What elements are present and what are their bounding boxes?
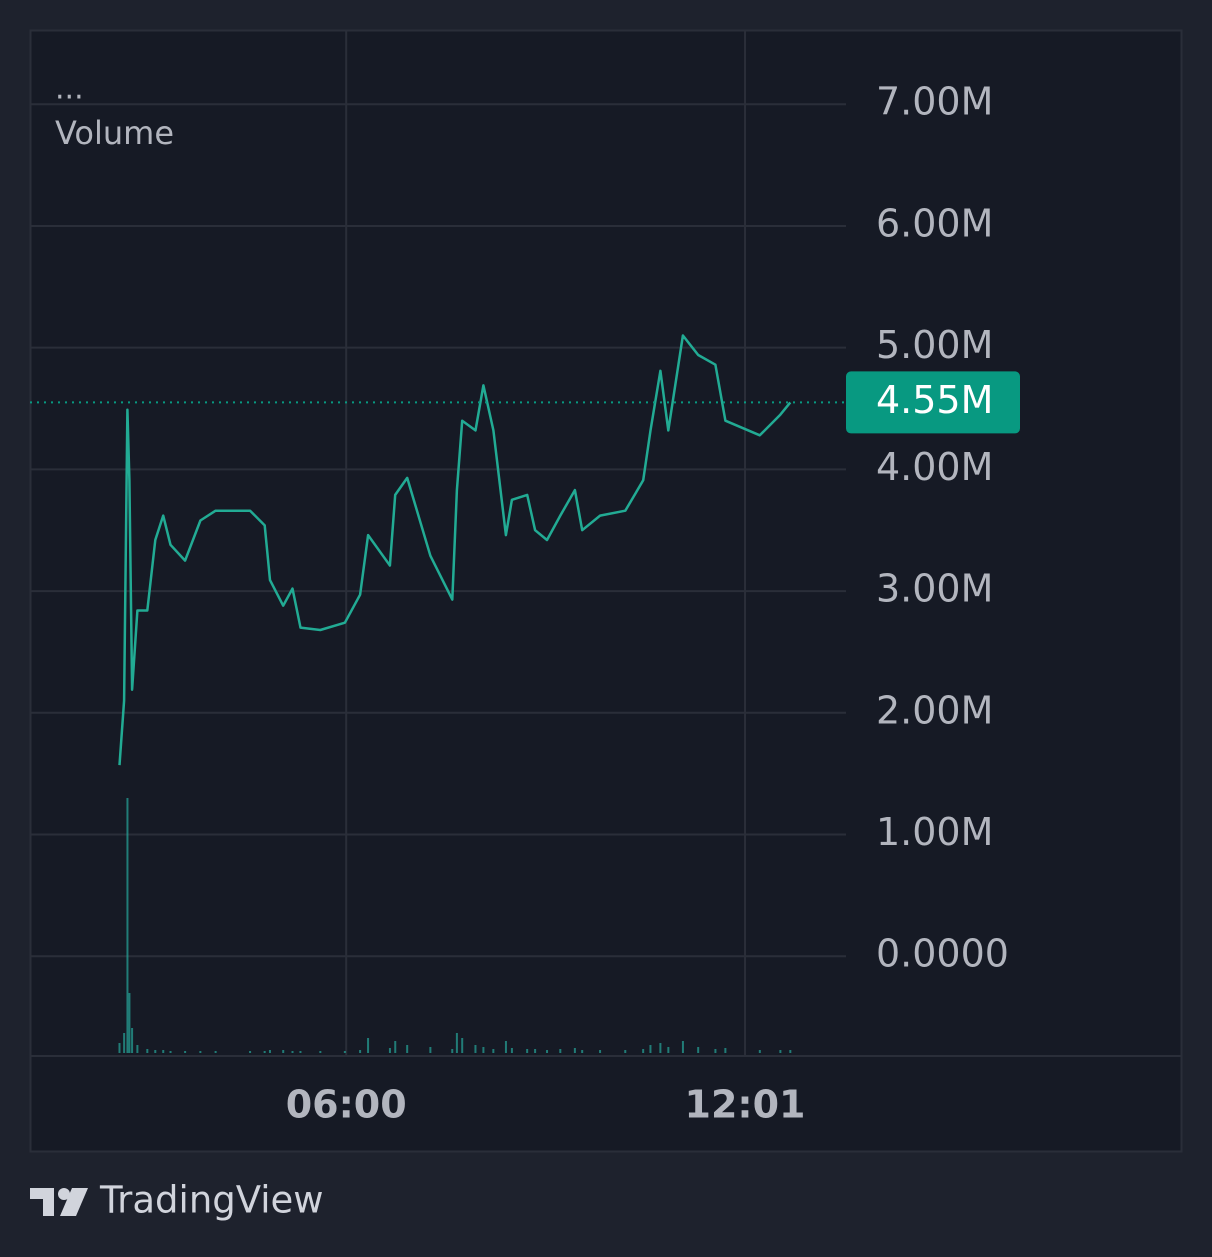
volume-bar [123,1033,126,1053]
volume-bar [649,1045,652,1053]
y-tick-label: 5.00M [876,323,993,367]
volume-bar [681,1041,684,1053]
branding: TradingView [99,1179,324,1222]
volume-bar [455,1033,458,1053]
volume-bar [534,1049,537,1053]
volume-bar [268,1050,271,1053]
volume-bar [474,1045,477,1053]
volume-bar [451,1049,454,1053]
volume-bar [184,1051,187,1053]
volume-bar [482,1047,485,1053]
plot-layer [30,30,846,1056]
x-tick-label: 06:00 [286,1083,407,1127]
volume-bar [461,1038,464,1053]
volume-bar [343,1051,346,1053]
volume-bar [779,1050,782,1053]
volume-bar [510,1048,513,1053]
volume-bar [492,1049,495,1053]
volume-bar [504,1041,507,1053]
volume-bar [789,1050,792,1053]
volume-bar [367,1038,370,1053]
volume-bar [559,1049,562,1053]
volume-bar [214,1051,217,1053]
volume-bar [714,1049,717,1053]
volume-bar [624,1050,627,1053]
volume-bar [394,1041,397,1053]
last-price-label: 4.55M [876,378,993,422]
y-tick-label: 4.00M [876,445,993,489]
volume-bar [599,1050,602,1053]
volume-bar [136,1045,139,1053]
volume-bar [249,1051,252,1053]
volume-bar [429,1047,432,1053]
x-tick-label: 12:01 [685,1083,806,1127]
y-tick-label: 7.00M [876,80,993,124]
volume-bar [282,1050,285,1053]
volume-bar [642,1049,645,1053]
volume-bar [199,1051,202,1053]
volume-bar [359,1050,362,1053]
volume-bar [724,1048,727,1053]
volume-bar [406,1045,409,1053]
volume-bar [573,1048,576,1053]
volume-bar [131,1028,134,1053]
volume-bar [546,1050,549,1053]
last-price-badge [846,371,1020,434]
volume-bar [118,1043,121,1053]
volume-bar [581,1050,584,1053]
volume-bar [162,1050,165,1053]
tradingview-logo [30,1188,88,1216]
volume-bar [263,1051,266,1053]
volume-bar [169,1051,172,1053]
price-line [118,334,792,766]
y-tick-label: 3.00M [876,567,993,611]
volume-bar [388,1048,391,1053]
volume-bar [758,1050,761,1053]
y-tick-label: 1.00M [876,810,993,854]
volume-bar [299,1051,302,1053]
volume-bar [126,798,129,1053]
volume-bar [319,1051,322,1053]
volume-bar [667,1047,670,1053]
volume-bar [526,1049,529,1053]
volume-bar [146,1049,149,1053]
legend-menu[interactable]: ... [55,72,84,107]
y-tick-label: 6.00M [876,201,993,245]
volume-legend: Volume [55,114,174,152]
y-tick-label: 0.0000 [876,932,1009,976]
volume-bar [128,993,131,1053]
volume-bar [697,1047,700,1053]
volume-bar [154,1050,157,1053]
volume-bar [291,1051,294,1053]
volume-bar [659,1043,662,1053]
y-tick-label: 2.00M [876,688,993,732]
